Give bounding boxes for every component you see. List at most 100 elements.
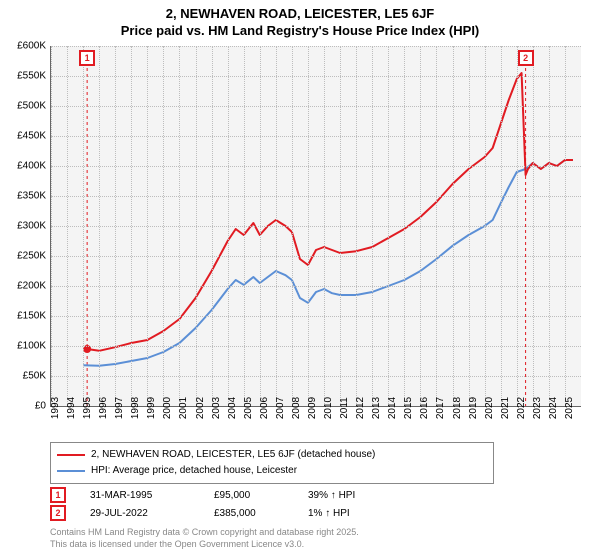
gridline-v (517, 46, 518, 406)
gridline-v (356, 46, 357, 406)
x-tick-label: 2003 (211, 397, 222, 419)
annotation-date: 29-JUL-2022 (90, 508, 190, 519)
x-tick-label: 2019 (468, 397, 479, 419)
x-tick-label: 1999 (146, 397, 157, 419)
x-tick-label: 2002 (195, 397, 206, 419)
x-tick-label: 2011 (339, 397, 350, 419)
gridline-v (292, 46, 293, 406)
gridline-v (67, 46, 68, 406)
gridline-v (420, 46, 421, 406)
gridline-v (308, 46, 309, 406)
annotation-row: 1 31-MAR-1995 £95,000 39% ↑ HPI (50, 486, 398, 504)
chart-marker-2: 2 (518, 50, 534, 66)
x-tick-label: 2022 (516, 397, 527, 419)
annotation-table: 1 31-MAR-1995 £95,000 39% ↑ HPI 2 29-JUL… (50, 486, 398, 522)
footer-line-1: Contains HM Land Registry data © Crown c… (50, 527, 359, 539)
x-tick-label: 2006 (259, 397, 270, 419)
gridline-v (147, 46, 148, 406)
x-tick-label: 2018 (452, 397, 463, 419)
legend-label-1: 2, NEWHAVEN ROAD, LEICESTER, LE5 6JF (de… (91, 447, 375, 463)
gridline-v (436, 46, 437, 406)
x-tick-label: 2005 (243, 397, 254, 419)
y-tick-label: £350K (17, 191, 46, 202)
gridline-v (533, 46, 534, 406)
legend-box: 2, NEWHAVEN ROAD, LEICESTER, LE5 6JF (de… (50, 442, 494, 484)
title-line-2: Price paid vs. HM Land Registry's House … (0, 23, 600, 40)
gridline-v (163, 46, 164, 406)
annotation-price: £385,000 (214, 508, 284, 519)
annotation-delta: 39% ↑ HPI (308, 490, 398, 501)
gridline-v (565, 46, 566, 406)
footer-line-2: This data is licensed under the Open Gov… (50, 539, 359, 551)
gridline-v (51, 46, 52, 406)
gridline-v (388, 46, 389, 406)
gridline-v (485, 46, 486, 406)
legend-label-2: HPI: Average price, detached house, Leic… (91, 463, 297, 479)
x-tick-label: 1997 (114, 397, 125, 419)
x-tick-label: 1994 (66, 397, 77, 419)
gridline-v (115, 46, 116, 406)
x-tick-label: 2010 (323, 397, 334, 419)
y-tick-label: £250K (17, 251, 46, 262)
chart-marker-1: 1 (79, 50, 95, 66)
annotation-marker-2: 2 (50, 505, 66, 521)
gridline-v (469, 46, 470, 406)
gridline-v (228, 46, 229, 406)
title-block: 2, NEWHAVEN ROAD, LEICESTER, LE5 6JF Pri… (0, 0, 600, 40)
y-tick-label: £0 (35, 401, 46, 412)
gridline-v (276, 46, 277, 406)
x-tick-label: 2008 (291, 397, 302, 419)
x-tick-label: 2001 (178, 397, 189, 419)
plot-area: 12 (50, 46, 581, 407)
x-tick-label: 2021 (500, 397, 511, 419)
x-tick-label: 2007 (275, 397, 286, 419)
annotation-price: £95,000 (214, 490, 284, 501)
x-tick-label: 2024 (548, 397, 559, 419)
gridline-v (324, 46, 325, 406)
x-tick-label: 2015 (403, 397, 414, 419)
x-tick-label: 2017 (435, 397, 446, 419)
annotation-delta: 1% ↑ HPI (308, 508, 398, 519)
x-tick-label: 2009 (307, 397, 318, 419)
gridline-v (453, 46, 454, 406)
gridline-v (260, 46, 261, 406)
x-tick-label: 2004 (227, 397, 238, 419)
gridline-v (131, 46, 132, 406)
gridline-v (99, 46, 100, 406)
y-tick-label: £100K (17, 341, 46, 352)
x-tick-label: 2020 (484, 397, 495, 419)
x-tick-label: 2016 (419, 397, 430, 419)
y-tick-label: £450K (17, 131, 46, 142)
x-tick-label: 2014 (387, 397, 398, 419)
gridline-v (179, 46, 180, 406)
x-tick-label: 2012 (355, 397, 366, 419)
legend-row: HPI: Average price, detached house, Leic… (57, 463, 487, 479)
legend-swatch-1 (57, 454, 85, 456)
y-tick-label: £150K (17, 311, 46, 322)
y-tick-label: £50K (23, 371, 46, 382)
x-tick-label: 1996 (98, 397, 109, 419)
title-line-1: 2, NEWHAVEN ROAD, LEICESTER, LE5 6JF (0, 6, 600, 23)
gridline-v (372, 46, 373, 406)
annotation-date: 31-MAR-1995 (90, 490, 190, 501)
x-tick-label: 2013 (371, 397, 382, 419)
y-tick-label: £200K (17, 281, 46, 292)
x-tick-label: 2025 (564, 397, 575, 419)
annotation-marker-1: 1 (50, 487, 66, 503)
gridline-v (244, 46, 245, 406)
gridline-v (501, 46, 502, 406)
y-tick-label: £500K (17, 101, 46, 112)
y-tick-label: £400K (17, 161, 46, 172)
gridline-v (549, 46, 550, 406)
gridline-v (83, 46, 84, 406)
y-tick-label: £550K (17, 71, 46, 82)
footer-attribution: Contains HM Land Registry data © Crown c… (50, 527, 359, 550)
y-tick-label: £600K (17, 41, 46, 52)
gridline-v (196, 46, 197, 406)
gridline-v (212, 46, 213, 406)
x-tick-label: 1998 (130, 397, 141, 419)
gridline-v (340, 46, 341, 406)
legend-swatch-2 (57, 470, 85, 472)
annotation-row: 2 29-JUL-2022 £385,000 1% ↑ HPI (50, 504, 398, 522)
chart-container: 2, NEWHAVEN ROAD, LEICESTER, LE5 6JF Pri… (0, 0, 600, 560)
